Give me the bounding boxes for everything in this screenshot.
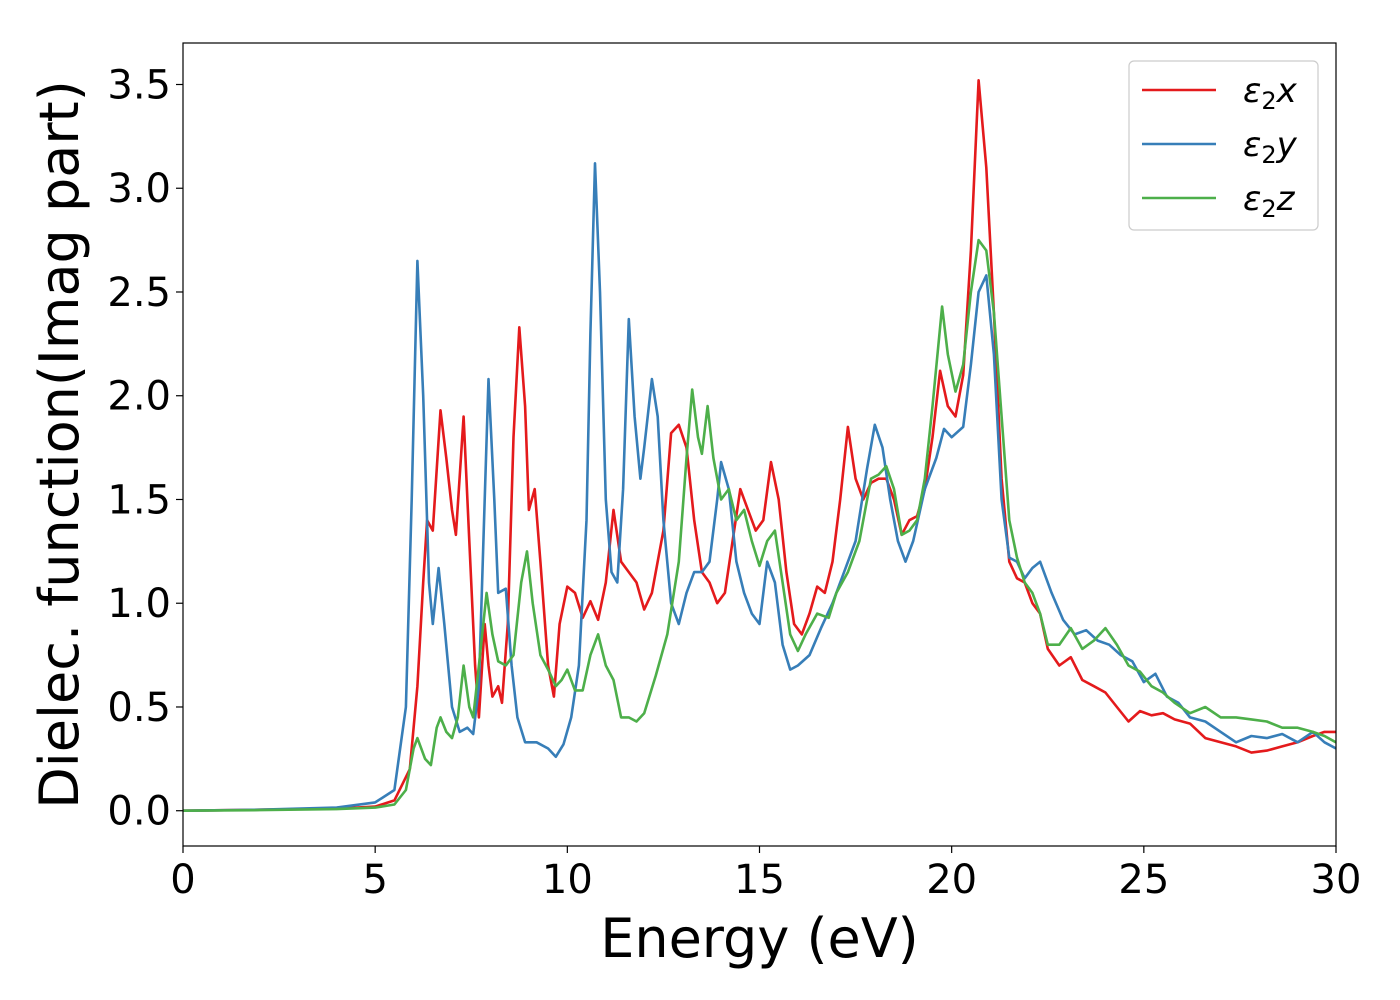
y-tick-label: 2.5 — [107, 270, 171, 316]
y-tick-label: 2.0 — [107, 374, 171, 420]
x-tick-label: 20 — [926, 857, 977, 903]
series-line-y — [183, 162, 1336, 812]
y-tick-label: 0.5 — [107, 685, 171, 731]
x-tick-label: 30 — [1311, 857, 1362, 903]
y-tick-label: 3.5 — [107, 62, 171, 108]
legend-label: ε2x — [1243, 71, 1298, 115]
x-tick-label: 0 — [170, 857, 195, 903]
legend: ε2x ε2y ε2z — [1128, 60, 1319, 231]
y-tick-label: 3.0 — [107, 166, 171, 212]
x-axis: 0 5 10 15 20 25 30 — [170, 846, 1361, 903]
y-tick-label: 1.5 — [107, 477, 171, 523]
y-axis: 0.0 0.5 1.0 1.5 2.0 2.5 3.0 3.5 — [107, 62, 183, 835]
series-line-x — [183, 79, 1336, 812]
x-tick-label: 10 — [542, 857, 593, 903]
x-tick-label: 5 — [362, 857, 387, 903]
y-tick-label: 1.0 — [107, 581, 171, 627]
x-tick-label: 25 — [1118, 857, 1169, 903]
x-axis-title: Energy (eV) — [600, 907, 919, 970]
legend-item-x: ε2x — [1142, 71, 1298, 115]
legend-label: ε2z — [1243, 179, 1296, 223]
series-layer — [183, 79, 1336, 812]
x-tick-label: 15 — [734, 857, 785, 903]
series-line-z — [183, 238, 1336, 812]
legend-item-y: ε2y — [1142, 125, 1298, 169]
legend-item-z: ε2z — [1142, 179, 1296, 223]
legend-label: ε2y — [1243, 125, 1298, 169]
y-axis-title: Dielec. function(Imag part) — [28, 80, 91, 809]
legend-frame — [1128, 60, 1319, 231]
y-tick-label: 0.0 — [107, 789, 171, 835]
